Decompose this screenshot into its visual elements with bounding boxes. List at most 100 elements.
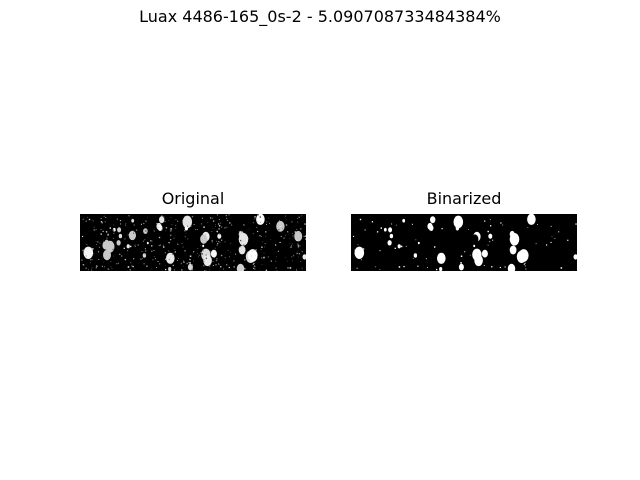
grain-speck — [132, 265, 134, 268]
grain-speck — [575, 223, 577, 225]
grain-speck — [285, 234, 286, 236]
grain-speck — [379, 269, 381, 270]
grain-speck — [504, 266, 506, 268]
grain-speck — [120, 223, 122, 225]
grain-speck — [156, 267, 157, 268]
grain-speck — [396, 224, 397, 226]
grain-speck — [300, 228, 302, 230]
grain-speck — [165, 227, 168, 229]
grain-speck — [253, 265, 255, 267]
grain-speck — [362, 248, 365, 250]
grain-speck — [285, 257, 286, 258]
grain-speck — [205, 254, 207, 256]
grain-speck — [211, 241, 213, 243]
grain-speck — [487, 230, 489, 233]
grain-speck — [257, 214, 259, 216]
grain-speck — [131, 264, 133, 267]
grain-speck — [184, 235, 187, 238]
grain-speck — [253, 267, 255, 269]
grain-speck — [297, 221, 299, 223]
grain-speck — [94, 229, 96, 231]
grain-speck — [153, 230, 155, 232]
grain-speck — [88, 269, 89, 271]
grain-speck — [215, 264, 217, 266]
original-panel-title: Original — [161, 189, 225, 208]
grain-speck — [240, 239, 242, 242]
grain-speck — [550, 225, 552, 227]
grain-speck — [200, 252, 202, 253]
grain-speck — [298, 216, 300, 218]
grain-speck — [303, 236, 305, 237]
grain-speck — [91, 248, 94, 250]
grain-speck — [91, 267, 93, 269]
grain-speck — [546, 244, 548, 246]
grain-speck — [284, 224, 285, 225]
grain-speck — [128, 215, 130, 217]
grain-speck — [86, 244, 88, 246]
grain-speck — [287, 267, 289, 269]
grain-speck — [176, 260, 178, 261]
grain-speck — [219, 234, 221, 236]
grain-speck — [292, 235, 294, 237]
grain-speck — [558, 231, 560, 233]
grain-speck — [104, 266, 105, 268]
grain-speck — [253, 219, 255, 220]
grain-speck — [296, 228, 298, 230]
grain-blob — [507, 263, 516, 271]
grain-speck — [140, 258, 142, 260]
grain-speck — [304, 223, 306, 225]
grain-speck — [243, 224, 245, 226]
grain-speck — [260, 249, 262, 251]
grain-speck — [123, 247, 125, 249]
grain-speck — [269, 223, 270, 224]
grain-speck — [216, 260, 218, 262]
grain-speck — [267, 256, 270, 258]
grain-speck — [252, 233, 254, 235]
grain-speck — [170, 228, 172, 230]
grain-speck — [405, 245, 407, 247]
grain-blob — [210, 249, 217, 258]
grain-blob — [131, 218, 135, 223]
grain-speck — [108, 269, 110, 270]
grain-speck — [198, 254, 200, 256]
grain-speck — [124, 258, 127, 261]
binarized-panel-title: Binarized — [426, 189, 502, 208]
grain-speck — [191, 268, 193, 271]
grain-speck — [218, 228, 220, 230]
grain-speck — [253, 249, 255, 251]
grain-speck — [262, 241, 264, 243]
grain-speck — [255, 216, 256, 217]
grain-speck — [255, 249, 257, 251]
grain-blob — [573, 254, 577, 260]
grain-speck — [391, 223, 393, 225]
grain-blob — [200, 234, 208, 244]
grain-speck — [279, 220, 280, 221]
grain-speck — [417, 265, 419, 267]
grain-speck — [88, 247, 90, 249]
grain-speck — [403, 265, 405, 268]
grain-speck — [168, 242, 170, 244]
grain-blob — [83, 246, 94, 259]
grain-speck — [165, 265, 166, 267]
grain-speck — [113, 224, 115, 226]
grain-speck — [158, 227, 160, 228]
grain-blob — [518, 249, 529, 262]
grain-speck — [220, 254, 223, 257]
grain-speck — [101, 221, 103, 224]
grain-speck — [100, 228, 102, 231]
grain-speck — [90, 262, 91, 264]
grain-speck — [117, 262, 120, 264]
grain-speck — [226, 264, 228, 266]
grain-speck — [203, 261, 205, 263]
grain-speck — [442, 261, 444, 263]
grain-speck — [283, 237, 285, 239]
grain-speck — [490, 225, 492, 227]
grain-speck — [141, 258, 143, 259]
grain-speck — [220, 222, 222, 224]
grain-speck — [130, 262, 132, 264]
grain-speck — [158, 236, 161, 239]
grain-speck — [174, 249, 176, 251]
grain-speck — [436, 268, 438, 271]
grain-speck — [203, 259, 205, 261]
grain-speck — [95, 229, 97, 231]
